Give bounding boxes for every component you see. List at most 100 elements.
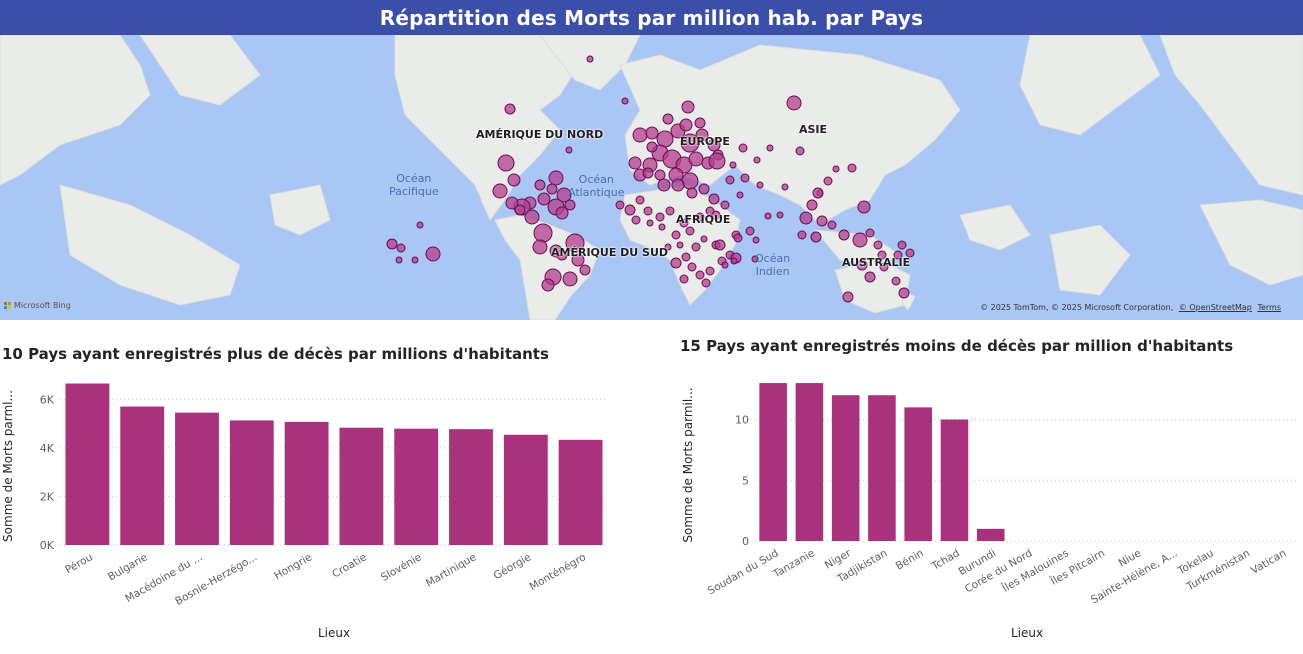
- country-bubble[interactable]: [897, 240, 907, 250]
- country-bubble[interactable]: [425, 246, 441, 262]
- country-bubble[interactable]: [631, 215, 641, 225]
- country-bubble[interactable]: [730, 257, 738, 265]
- country-bubble[interactable]: [679, 118, 693, 132]
- country-bubble[interactable]: [534, 179, 546, 191]
- country-bubble[interactable]: [687, 262, 697, 272]
- country-bubble[interactable]: [621, 97, 629, 105]
- country-bubble[interactable]: [736, 191, 744, 199]
- country-bubble[interactable]: [505, 196, 519, 210]
- country-bubble[interactable]: [546, 183, 558, 195]
- country-bubble[interactable]: [579, 264, 591, 276]
- country-bubble[interactable]: [658, 223, 666, 231]
- country-bubble[interactable]: [492, 183, 508, 199]
- country-bubble[interactable]: [781, 183, 789, 191]
- country-bubble[interactable]: [753, 156, 761, 164]
- country-bubble[interactable]: [856, 259, 868, 271]
- country-bubble[interactable]: [852, 232, 868, 248]
- country-bubble[interactable]: [812, 187, 824, 199]
- country-bubble[interactable]: [695, 128, 709, 142]
- country-bubble[interactable]: [645, 126, 659, 140]
- bar[interactable]: [558, 439, 603, 545]
- country-bubble[interactable]: [838, 229, 850, 241]
- country-bubble[interactable]: [564, 199, 576, 211]
- country-bubble[interactable]: [670, 257, 682, 269]
- country-bubble[interactable]: [532, 239, 548, 255]
- country-bubble[interactable]: [797, 230, 807, 240]
- country-bubble[interactable]: [548, 170, 564, 186]
- country-bubble[interactable]: [681, 252, 691, 262]
- country-bubble[interactable]: [643, 206, 653, 216]
- country-bubble[interactable]: [893, 250, 903, 260]
- country-bubble[interactable]: [586, 55, 594, 63]
- country-bubble[interactable]: [662, 113, 674, 125]
- country-bubble[interactable]: [832, 165, 840, 173]
- country-bubble[interactable]: [745, 226, 755, 236]
- country-bubble[interactable]: [898, 287, 910, 299]
- bar[interactable]: [759, 383, 787, 541]
- country-bubble[interactable]: [555, 206, 569, 220]
- bar[interactable]: [120, 406, 165, 545]
- bar[interactable]: [868, 395, 896, 541]
- country-bubble[interactable]: [416, 221, 424, 229]
- country-bubble[interactable]: [665, 206, 675, 216]
- bar[interactable]: [449, 429, 493, 545]
- map-canvas[interactable]: [0, 35, 1303, 320]
- country-bubble[interactable]: [681, 100, 695, 114]
- country-bubble[interactable]: [679, 218, 689, 228]
- country-bubble[interactable]: [857, 200, 871, 214]
- country-bubble[interactable]: [877, 250, 887, 260]
- country-bubble[interactable]: [642, 167, 654, 179]
- country-bubble[interactable]: [624, 204, 636, 216]
- openstreetmap-link[interactable]: © OpenStreetMap: [1178, 303, 1252, 312]
- bubble-layer[interactable]: [386, 55, 915, 303]
- bar[interactable]: [229, 420, 274, 545]
- bar[interactable]: [940, 419, 969, 541]
- bar[interactable]: [394, 428, 439, 545]
- bar[interactable]: [904, 407, 932, 541]
- country-bubble[interactable]: [847, 163, 857, 173]
- country-bubble[interactable]: [698, 183, 710, 195]
- country-bubble[interactable]: [396, 243, 406, 253]
- country-bubble[interactable]: [524, 209, 540, 225]
- country-bubble[interactable]: [556, 249, 568, 261]
- country-bubble[interactable]: [708, 152, 726, 170]
- country-bubble[interactable]: [646, 219, 654, 227]
- country-bubble[interactable]: [671, 178, 685, 192]
- country-bubble[interactable]: [615, 200, 625, 210]
- country-bubble[interactable]: [411, 256, 419, 264]
- country-bubble[interactable]: [688, 151, 704, 167]
- bar[interactable]: [339, 427, 384, 545]
- country-bubble[interactable]: [686, 187, 698, 199]
- country-bubble[interactable]: [386, 238, 398, 250]
- country-bubble[interactable]: [685, 226, 695, 236]
- country-bubble[interactable]: [795, 146, 805, 156]
- terms-link[interactable]: Terms: [1257, 303, 1281, 312]
- bubble-map[interactable]: AMÉRIQUE DU NORD EUROPE ASIE AFRIQUE AMÉ…: [0, 35, 1303, 320]
- country-bubble[interactable]: [657, 178, 671, 192]
- country-bubble[interactable]: [632, 127, 648, 143]
- country-bubble[interactable]: [676, 241, 684, 249]
- country-bubble[interactable]: [556, 187, 572, 203]
- country-bubble[interactable]: [708, 193, 720, 205]
- country-bubble[interactable]: [507, 173, 521, 187]
- country-bubble[interactable]: [842, 291, 854, 303]
- country-bubble[interactable]: [680, 133, 700, 153]
- bar[interactable]: [65, 383, 110, 546]
- country-bubble[interactable]: [707, 138, 721, 152]
- country-bubble[interactable]: [695, 270, 705, 280]
- country-bubble[interactable]: [681, 172, 699, 190]
- country-bubble[interactable]: [873, 240, 883, 250]
- country-bubble[interactable]: [537, 192, 551, 206]
- country-bubble[interactable]: [725, 175, 735, 185]
- country-bubble[interactable]: [655, 212, 665, 222]
- country-bubble[interactable]: [562, 271, 578, 287]
- country-bubble[interactable]: [664, 243, 672, 251]
- country-bubble[interactable]: [700, 235, 708, 243]
- country-bubble[interactable]: [738, 143, 748, 153]
- country-bubble[interactable]: [711, 210, 721, 220]
- country-bubble[interactable]: [816, 215, 828, 227]
- country-bubble[interactable]: [721, 261, 729, 269]
- country-bubble[interactable]: [514, 204, 526, 216]
- bar[interactable]: [831, 395, 860, 541]
